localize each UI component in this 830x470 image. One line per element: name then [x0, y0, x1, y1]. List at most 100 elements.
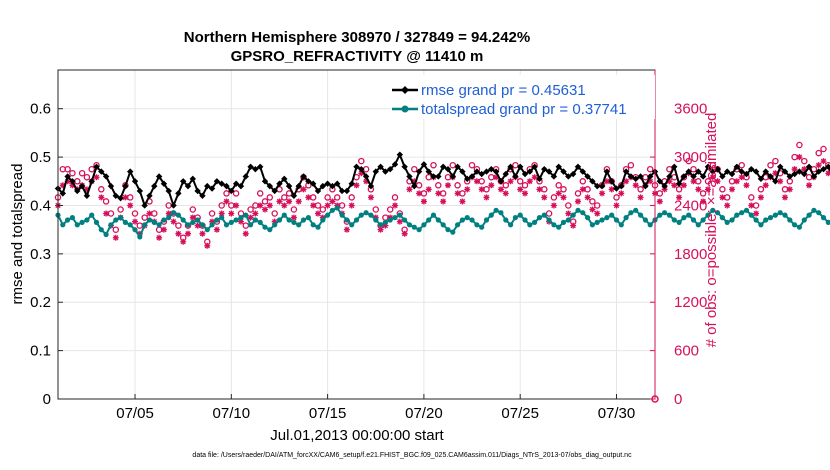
x-tick-label: 07/05	[116, 405, 154, 422]
obs-possible-point	[333, 194, 341, 201]
obs-assimilated-point	[416, 190, 423, 197]
rmse-point	[343, 187, 351, 195]
obs-possible-point	[574, 190, 582, 197]
obs-assimilated-point	[237, 218, 244, 225]
obs-possible-point	[550, 194, 558, 201]
y-tick-label-left: 0.3	[30, 246, 51, 263]
spread-point	[825, 219, 830, 225]
rmse-point	[372, 168, 379, 175]
rmse-point	[473, 168, 481, 175]
spread-point	[816, 210, 822, 216]
obs-possible-point	[430, 161, 437, 169]
spread-point	[575, 207, 581, 213]
spread-point	[223, 222, 230, 228]
spread-point	[546, 217, 552, 223]
obs-assimilated-point	[112, 234, 119, 241]
rmse-point	[165, 187, 172, 195]
obs-assimilated-point	[213, 226, 220, 233]
rmse-point	[266, 182, 274, 190]
spread-point	[570, 212, 576, 218]
rmse-point	[656, 178, 664, 185]
spread-point	[666, 212, 673, 218]
obs-assimilated-point	[743, 182, 750, 189]
obs-assimilated-point	[286, 198, 293, 205]
rmse-point	[141, 202, 148, 209]
x-tick-label: 07/15	[309, 405, 347, 422]
obs-possible-point	[801, 157, 808, 165]
rmse-point	[704, 163, 712, 170]
spread-point	[792, 222, 798, 228]
obs-assimilated-point	[815, 162, 822, 169]
rmse-point	[752, 168, 760, 175]
rmse-point	[801, 170, 808, 178]
obs-possible-point	[324, 194, 331, 201]
obs-assimilated-point	[156, 234, 163, 241]
obs-possible-point	[88, 165, 95, 173]
obs-possible-point	[488, 173, 495, 181]
obs-assimilated-point	[488, 182, 495, 189]
y-tick-label-right: 1200	[674, 294, 707, 311]
obs-possible-point	[521, 182, 529, 189]
spread-point	[358, 212, 364, 218]
y-tick-label-right: 3000	[674, 149, 707, 166]
rmse-point	[213, 178, 221, 185]
obs-assimilated-point	[175, 230, 182, 237]
spread-point	[556, 224, 562, 230]
spread-point	[74, 222, 80, 228]
spread-point	[609, 212, 615, 218]
obs-assimilated-point	[314, 210, 321, 217]
spread-point	[122, 219, 128, 225]
obs-possible-point	[131, 210, 139, 217]
spread-point	[777, 210, 783, 216]
spread-point	[522, 217, 528, 223]
spread-point	[137, 234, 143, 240]
spread-point	[402, 217, 408, 223]
obs-possible-point	[565, 202, 572, 209]
spread-point	[108, 222, 114, 228]
rmse-point	[699, 173, 707, 180]
obs-possible-point	[757, 186, 765, 193]
obs-possible-point	[545, 210, 553, 217]
spread-point	[734, 212, 740, 218]
rmse-point	[281, 175, 288, 183]
obs-assimilated-point	[753, 210, 760, 217]
rmse-point	[738, 168, 745, 175]
obs-assimilated-point	[541, 194, 548, 201]
spread-point	[98, 227, 104, 233]
rmse-point	[377, 163, 384, 170]
obs-possible-point	[483, 186, 490, 193]
spread-point	[228, 219, 234, 225]
spread-point	[320, 217, 326, 223]
spread-point	[89, 212, 95, 218]
obs-assimilated-point	[257, 202, 264, 209]
rmse-point	[608, 178, 615, 185]
obs-assimilated-point	[444, 182, 451, 189]
spread-point	[397, 212, 403, 218]
obs-possible-point	[386, 206, 394, 213]
rmse-point	[796, 168, 803, 175]
chart-title-line1: Northern Hemisphere 308970 / 327849 = 94…	[184, 29, 530, 46]
rmse-point	[382, 168, 389, 175]
obs-assimilated-point	[420, 198, 427, 205]
rmse-point	[772, 178, 779, 185]
rmse-point	[228, 187, 235, 195]
rmse-point	[314, 187, 322, 195]
rmse-point	[507, 163, 514, 170]
rmse-point	[155, 173, 163, 180]
rmse-point	[805, 163, 813, 170]
rmse-point	[661, 182, 668, 190]
rmse-point	[627, 173, 635, 180]
rmse-point	[334, 180, 341, 187]
rmse-point	[478, 170, 485, 178]
spread-point	[753, 217, 759, 223]
spread-point	[498, 210, 504, 216]
spread-point	[175, 212, 181, 218]
spread-point	[329, 207, 335, 213]
obs-assimilated-point	[762, 182, 769, 189]
rmse-point	[242, 173, 249, 180]
x-tick-label: 07/20	[405, 405, 443, 422]
spread-point	[180, 217, 186, 223]
obs-possible-point	[136, 222, 144, 229]
rmse-point	[170, 202, 177, 209]
rmse-point	[184, 182, 192, 190]
